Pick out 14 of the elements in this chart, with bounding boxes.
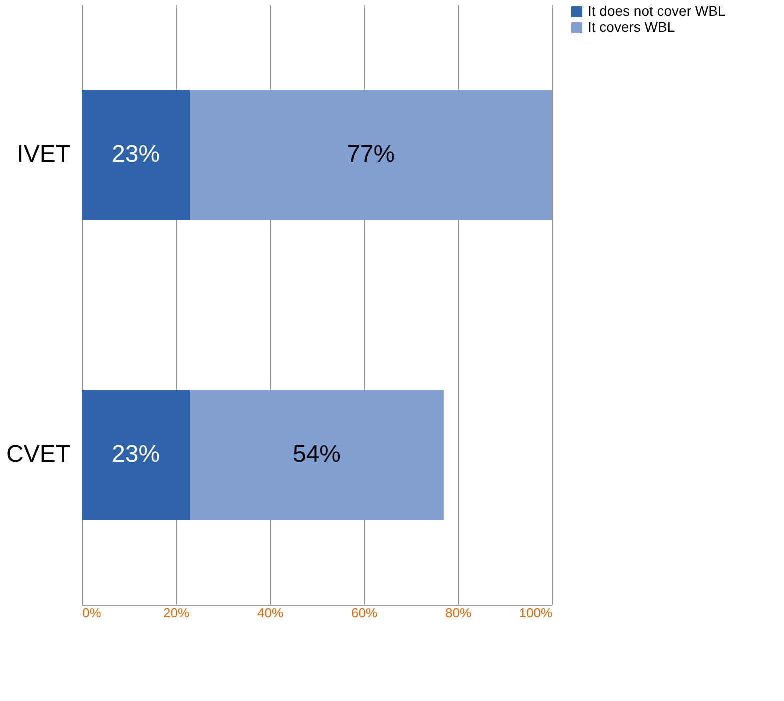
x-tick-label: 60% bbox=[351, 606, 378, 620]
legend-label: It does not cover WBL bbox=[588, 3, 726, 19]
y-tick-label: CVET bbox=[6, 441, 71, 468]
x-tick-label: 0% bbox=[82, 606, 102, 620]
x-tick-label: 40% bbox=[257, 606, 284, 620]
x-tick-label: 20% bbox=[163, 606, 190, 620]
data-label: 54% bbox=[292, 441, 342, 468]
x-tick-label: 100% bbox=[519, 606, 553, 620]
data-label: 77% bbox=[347, 141, 396, 168]
data-label: 23% bbox=[112, 441, 160, 468]
x-tick-label: 80% bbox=[445, 606, 472, 620]
y-tick-label: IVET bbox=[17, 141, 71, 168]
legend-label: It covers WBL bbox=[588, 19, 676, 35]
data-label: 23% bbox=[112, 141, 160, 168]
